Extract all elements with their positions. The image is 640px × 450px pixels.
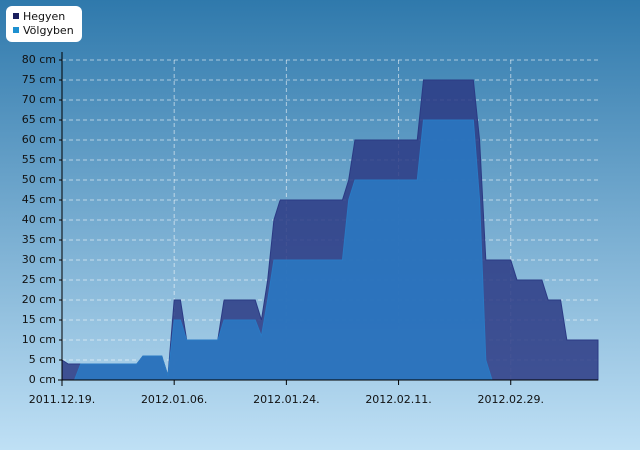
y-tick-label: 20 cm xyxy=(22,293,56,306)
y-tick-label: 35 cm xyxy=(22,233,56,246)
legend-swatch xyxy=(13,13,19,19)
y-tick-label: 65 cm xyxy=(22,113,56,126)
x-tick-label: 2012.02.29. xyxy=(478,393,544,406)
y-tick-label: 0 cm xyxy=(29,373,56,386)
y-tick-label: 80 cm xyxy=(22,53,56,66)
x-tick-label: 2012.01.24. xyxy=(253,393,319,406)
y-tick-label: 45 cm xyxy=(22,193,56,206)
x-tick-label: 2012.02.11. xyxy=(365,393,431,406)
legend-label: Hegyen xyxy=(23,10,65,23)
y-tick-label: 70 cm xyxy=(22,93,56,106)
y-tick-label: 55 cm xyxy=(22,153,56,166)
y-tick-label: 30 cm xyxy=(22,253,56,266)
x-tick-label: 2011.12.19. xyxy=(29,393,95,406)
legend xyxy=(6,6,82,42)
legend-swatch xyxy=(13,27,19,33)
x-tick-label: 2012.01.06. xyxy=(141,393,207,406)
legend-label: Völgyben xyxy=(23,24,74,37)
y-tick-label: 15 cm xyxy=(22,313,56,326)
y-tick-label: 40 cm xyxy=(22,213,56,226)
plot-area: 0 cm 5 cm 10 cm 15 cm 20 cm 25 cm 30 cm 35 cm 40… xyxy=(22,52,599,406)
y-tick-label: 50 cm xyxy=(22,173,56,186)
y-tick-label: 5 cm xyxy=(29,353,56,366)
y-tick-label: 10 cm xyxy=(22,333,56,346)
y-tick-label: 60 cm xyxy=(22,133,56,146)
y-tick-label: 75 cm xyxy=(22,73,56,86)
y-tick-label: 25 cm xyxy=(22,273,56,286)
